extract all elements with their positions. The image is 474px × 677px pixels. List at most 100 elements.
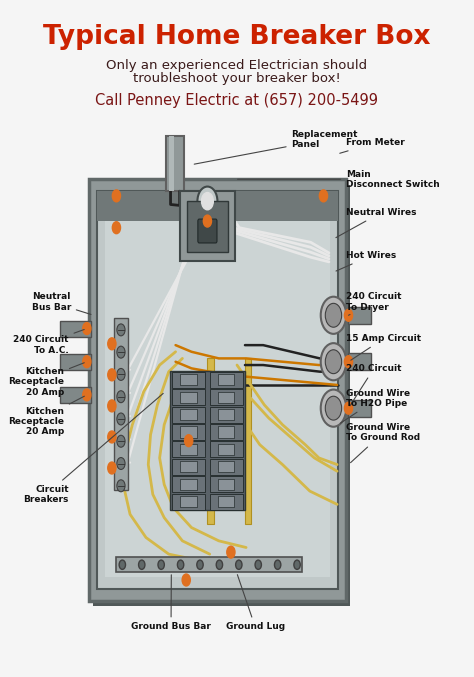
Bar	[181, 391, 197, 403]
Bar	[181, 443, 197, 455]
Circle shape	[117, 324, 125, 336]
Text: Ground Wire
To Ground Rod: Ground Wire To Ground Rod	[346, 423, 420, 462]
Circle shape	[182, 574, 191, 586]
Bar	[114, 318, 128, 490]
Circle shape	[325, 303, 342, 327]
Circle shape	[117, 368, 125, 380]
Circle shape	[321, 343, 346, 380]
Bar	[218, 461, 235, 473]
Circle shape	[255, 560, 262, 569]
Bar	[181, 479, 197, 490]
Circle shape	[108, 400, 116, 412]
Text: From Meter: From Meter	[340, 138, 405, 153]
Circle shape	[345, 402, 353, 414]
Text: Kitchen
Receptacle
20 Amp: Kitchen Receptacle 20 Amp	[8, 396, 84, 437]
Bar	[210, 372, 243, 388]
Bar	[181, 461, 197, 473]
Circle shape	[117, 413, 125, 425]
FancyBboxPatch shape	[93, 185, 350, 606]
Bar	[60, 387, 91, 403]
Circle shape	[197, 187, 218, 216]
Circle shape	[83, 355, 91, 368]
Circle shape	[117, 480, 125, 492]
Circle shape	[158, 560, 164, 569]
Text: Neutral
Bus Bar: Neutral Bus Bar	[32, 292, 91, 314]
Circle shape	[83, 322, 91, 334]
Bar	[116, 557, 301, 572]
Circle shape	[274, 560, 281, 569]
Circle shape	[112, 222, 120, 234]
Bar	[169, 136, 174, 191]
Bar	[181, 427, 197, 437]
Circle shape	[325, 396, 342, 420]
Text: 240 Circuit
To A.C.: 240 Circuit To A.C.	[13, 330, 84, 355]
Text: Call Penney Electric at (657) 200-5499: Call Penney Electric at (657) 200-5499	[95, 93, 379, 108]
Bar	[245, 357, 251, 523]
Circle shape	[203, 215, 211, 227]
Bar	[172, 476, 205, 492]
Bar	[218, 391, 235, 403]
Circle shape	[321, 389, 346, 427]
Bar	[172, 459, 205, 475]
Circle shape	[117, 346, 125, 358]
Bar	[172, 389, 205, 405]
Bar	[218, 427, 235, 437]
Text: troubleshoot your breaker box!: troubleshoot your breaker box!	[133, 72, 341, 85]
Circle shape	[112, 190, 120, 202]
Circle shape	[117, 391, 125, 403]
Bar	[218, 496, 235, 507]
Bar	[210, 406, 243, 422]
Circle shape	[345, 355, 353, 368]
Circle shape	[197, 560, 203, 569]
Circle shape	[294, 560, 300, 569]
Text: 240 Circuit: 240 Circuit	[346, 364, 401, 406]
Text: Hot Wires: Hot Wires	[336, 251, 396, 271]
Text: Neutral Wires: Neutral Wires	[336, 208, 417, 238]
FancyBboxPatch shape	[187, 201, 228, 252]
Circle shape	[108, 369, 116, 381]
Bar	[348, 353, 371, 370]
Bar	[210, 424, 243, 440]
Bar	[218, 443, 235, 455]
Circle shape	[108, 338, 116, 350]
Circle shape	[319, 190, 328, 202]
FancyBboxPatch shape	[106, 203, 330, 577]
Bar	[207, 357, 214, 523]
Text: Replacement
Panel: Replacement Panel	[194, 130, 358, 164]
Circle shape	[201, 192, 213, 210]
Bar	[172, 406, 205, 422]
Bar	[210, 441, 243, 458]
Circle shape	[321, 297, 346, 334]
Bar	[181, 374, 197, 385]
Bar	[210, 476, 243, 492]
Text: Kitchen
Receptacle
20 Amp: Kitchen Receptacle 20 Amp	[8, 363, 84, 397]
Bar	[172, 441, 205, 458]
Circle shape	[138, 560, 145, 569]
Circle shape	[227, 546, 235, 558]
Bar	[172, 372, 205, 388]
Circle shape	[119, 560, 126, 569]
Circle shape	[117, 435, 125, 447]
Bar	[181, 409, 197, 420]
FancyBboxPatch shape	[180, 191, 235, 261]
Text: 240 Circuit
To Dryer: 240 Circuit To Dryer	[346, 292, 401, 315]
FancyBboxPatch shape	[97, 191, 338, 588]
Text: 15 Amp Circuit: 15 Amp Circuit	[346, 334, 421, 360]
Circle shape	[108, 431, 116, 443]
Bar	[97, 191, 338, 221]
Circle shape	[184, 435, 193, 447]
Circle shape	[117, 458, 125, 469]
Text: Typical Home Breaker Box: Typical Home Breaker Box	[43, 24, 431, 49]
Bar	[181, 496, 197, 507]
Bar	[218, 374, 235, 385]
Circle shape	[177, 560, 184, 569]
Circle shape	[345, 309, 353, 322]
Circle shape	[216, 560, 223, 569]
Bar	[218, 409, 235, 420]
Bar	[210, 494, 243, 510]
FancyBboxPatch shape	[198, 219, 217, 243]
Bar	[172, 494, 205, 510]
Text: Only an experienced Electrician should: Only an experienced Electrician should	[107, 59, 367, 72]
Bar	[348, 307, 371, 324]
Bar	[60, 321, 91, 336]
